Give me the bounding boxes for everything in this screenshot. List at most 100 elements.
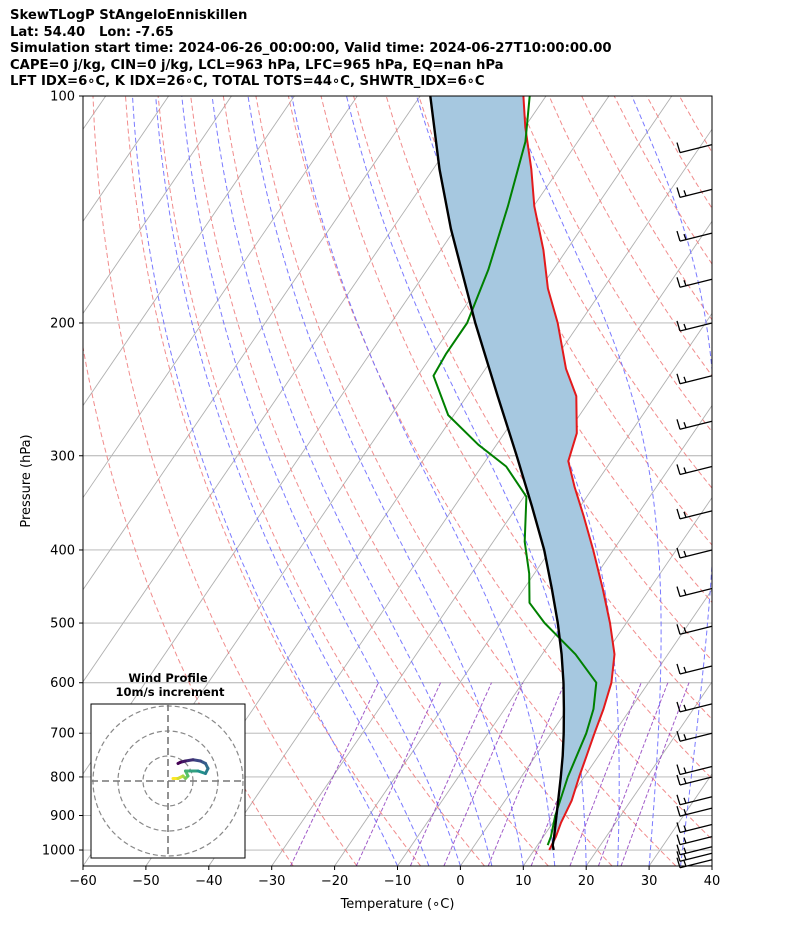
y-tick-label: 400	[50, 543, 75, 558]
y-tick-label: 500	[50, 617, 75, 632]
parcel-line	[429, 96, 566, 851]
y-axis-label: Pressure (hPa)	[19, 434, 34, 527]
barb-feather	[676, 794, 681, 805]
barb-staff	[679, 776, 713, 786]
barb-staff	[679, 143, 713, 154]
dry-adiabat-line	[125, 96, 422, 866]
dry-adiabat-line	[157, 96, 485, 866]
barb-feather	[683, 837, 687, 844]
wind-barb	[676, 320, 713, 332]
barb-staff	[679, 188, 713, 199]
dry-adiabat-line	[353, 96, 712, 720]
mixing-ratio-line	[620, 682, 690, 866]
moist-adiabat-line	[155, 96, 430, 866]
wind-barbs	[676, 142, 713, 869]
y-tick-label: 200	[50, 316, 75, 331]
wind-barb	[676, 764, 713, 776]
barb-feather	[676, 731, 681, 742]
hodograph-segment	[176, 760, 182, 765]
barb-staff	[679, 852, 713, 862]
barb-feather	[683, 323, 687, 330]
y-tick-label: 600	[50, 676, 75, 691]
dry-adiabat-line	[83, 344, 294, 866]
barb-feather	[676, 419, 681, 430]
chart-header: SkewTLogP StAngeloEnniskillen Lat: 54.40…	[10, 8, 790, 91]
wind-barb	[676, 187, 713, 199]
moist-adiabat-line	[247, 96, 524, 866]
barb-feather	[683, 666, 687, 673]
wind-barb	[676, 822, 713, 834]
y-tick-label: 700	[50, 727, 75, 742]
moist-adiabat-line	[181, 96, 461, 866]
dry-adiabat-line	[190, 96, 549, 866]
moist-adiabat-line	[346, 96, 587, 866]
barb-feather	[676, 834, 681, 845]
x-tick-label: 10	[515, 874, 532, 889]
barb-feather	[676, 844, 681, 855]
wind-barb	[676, 834, 713, 846]
moist-adiabat-line	[211, 96, 493, 866]
barb-feather	[683, 777, 687, 784]
x-tick-label: −10	[384, 874, 411, 889]
barb-staff	[679, 846, 713, 856]
mixing-ratio-line	[597, 682, 669, 866]
y-tick-label: 800	[50, 770, 75, 785]
barb-staff	[679, 510, 713, 520]
barb-staff	[679, 665, 713, 675]
wind-barb	[676, 731, 713, 742]
isotherm-line	[83, 96, 295, 407]
barb-staff	[679, 703, 713, 713]
barb-staff	[679, 549, 713, 559]
dewpoint-line	[432, 96, 598, 846]
barb-feather	[676, 373, 681, 384]
barb-staff	[679, 796, 713, 806]
barb-feather	[683, 854, 687, 861]
wind-barb	[676, 230, 713, 242]
wind-barb	[676, 805, 713, 817]
x-tick-label: 20	[578, 874, 595, 889]
barb-staff	[679, 859, 713, 869]
wind-barb	[676, 794, 713, 806]
wind-barb	[676, 774, 713, 786]
wind-barb	[676, 277, 713, 288]
barb-staff	[679, 465, 713, 476]
barb-staff	[679, 765, 713, 776]
barb-feather	[683, 847, 687, 854]
barb-feather	[676, 277, 681, 288]
mixing-ratio-line	[443, 682, 524, 866]
barb-feather	[683, 860, 687, 867]
indices-line-1: CAPE=0 j/kg, CIN=0 j/kg, LCL=963 hPa, LF…	[10, 57, 504, 73]
wind-barb	[676, 464, 713, 476]
barb-feather	[676, 187, 681, 198]
barb-feather	[676, 774, 681, 786]
y-tick-label: 300	[50, 449, 75, 464]
dry-adiabat-line	[92, 96, 358, 866]
isotherm-line	[522, 588, 712, 866]
barb-feather	[683, 376, 687, 383]
dry-adiabat-line	[745, 96, 794, 866]
wind-barb	[676, 624, 713, 635]
wind-barb	[676, 857, 713, 869]
hodograph-plot	[91, 704, 245, 858]
isotherm-line	[83, 96, 484, 683]
wind-barb	[676, 844, 713, 856]
y-tick-label: 900	[50, 809, 75, 824]
hodograph-subtitle: 10m/s increment	[116, 685, 225, 699]
isotherm-line	[83, 96, 358, 499]
temperature-line	[522, 96, 616, 851]
dry-adiabat-line	[255, 96, 677, 866]
barb-feather	[676, 547, 681, 559]
barb-feather	[676, 851, 681, 862]
isotherm-line	[711, 865, 712, 866]
barb-staff	[679, 232, 713, 242]
wind-barb	[676, 851, 713, 862]
wind-barb	[676, 142, 713, 154]
barb-feather	[683, 627, 687, 634]
y-tick-label: 1000	[42, 844, 75, 859]
barb-staff	[679, 420, 713, 430]
barb-feather	[683, 550, 687, 557]
chart-title: SkewTLogP StAngeloEnniskillen	[10, 8, 248, 23]
barb-feather	[676, 464, 681, 475]
